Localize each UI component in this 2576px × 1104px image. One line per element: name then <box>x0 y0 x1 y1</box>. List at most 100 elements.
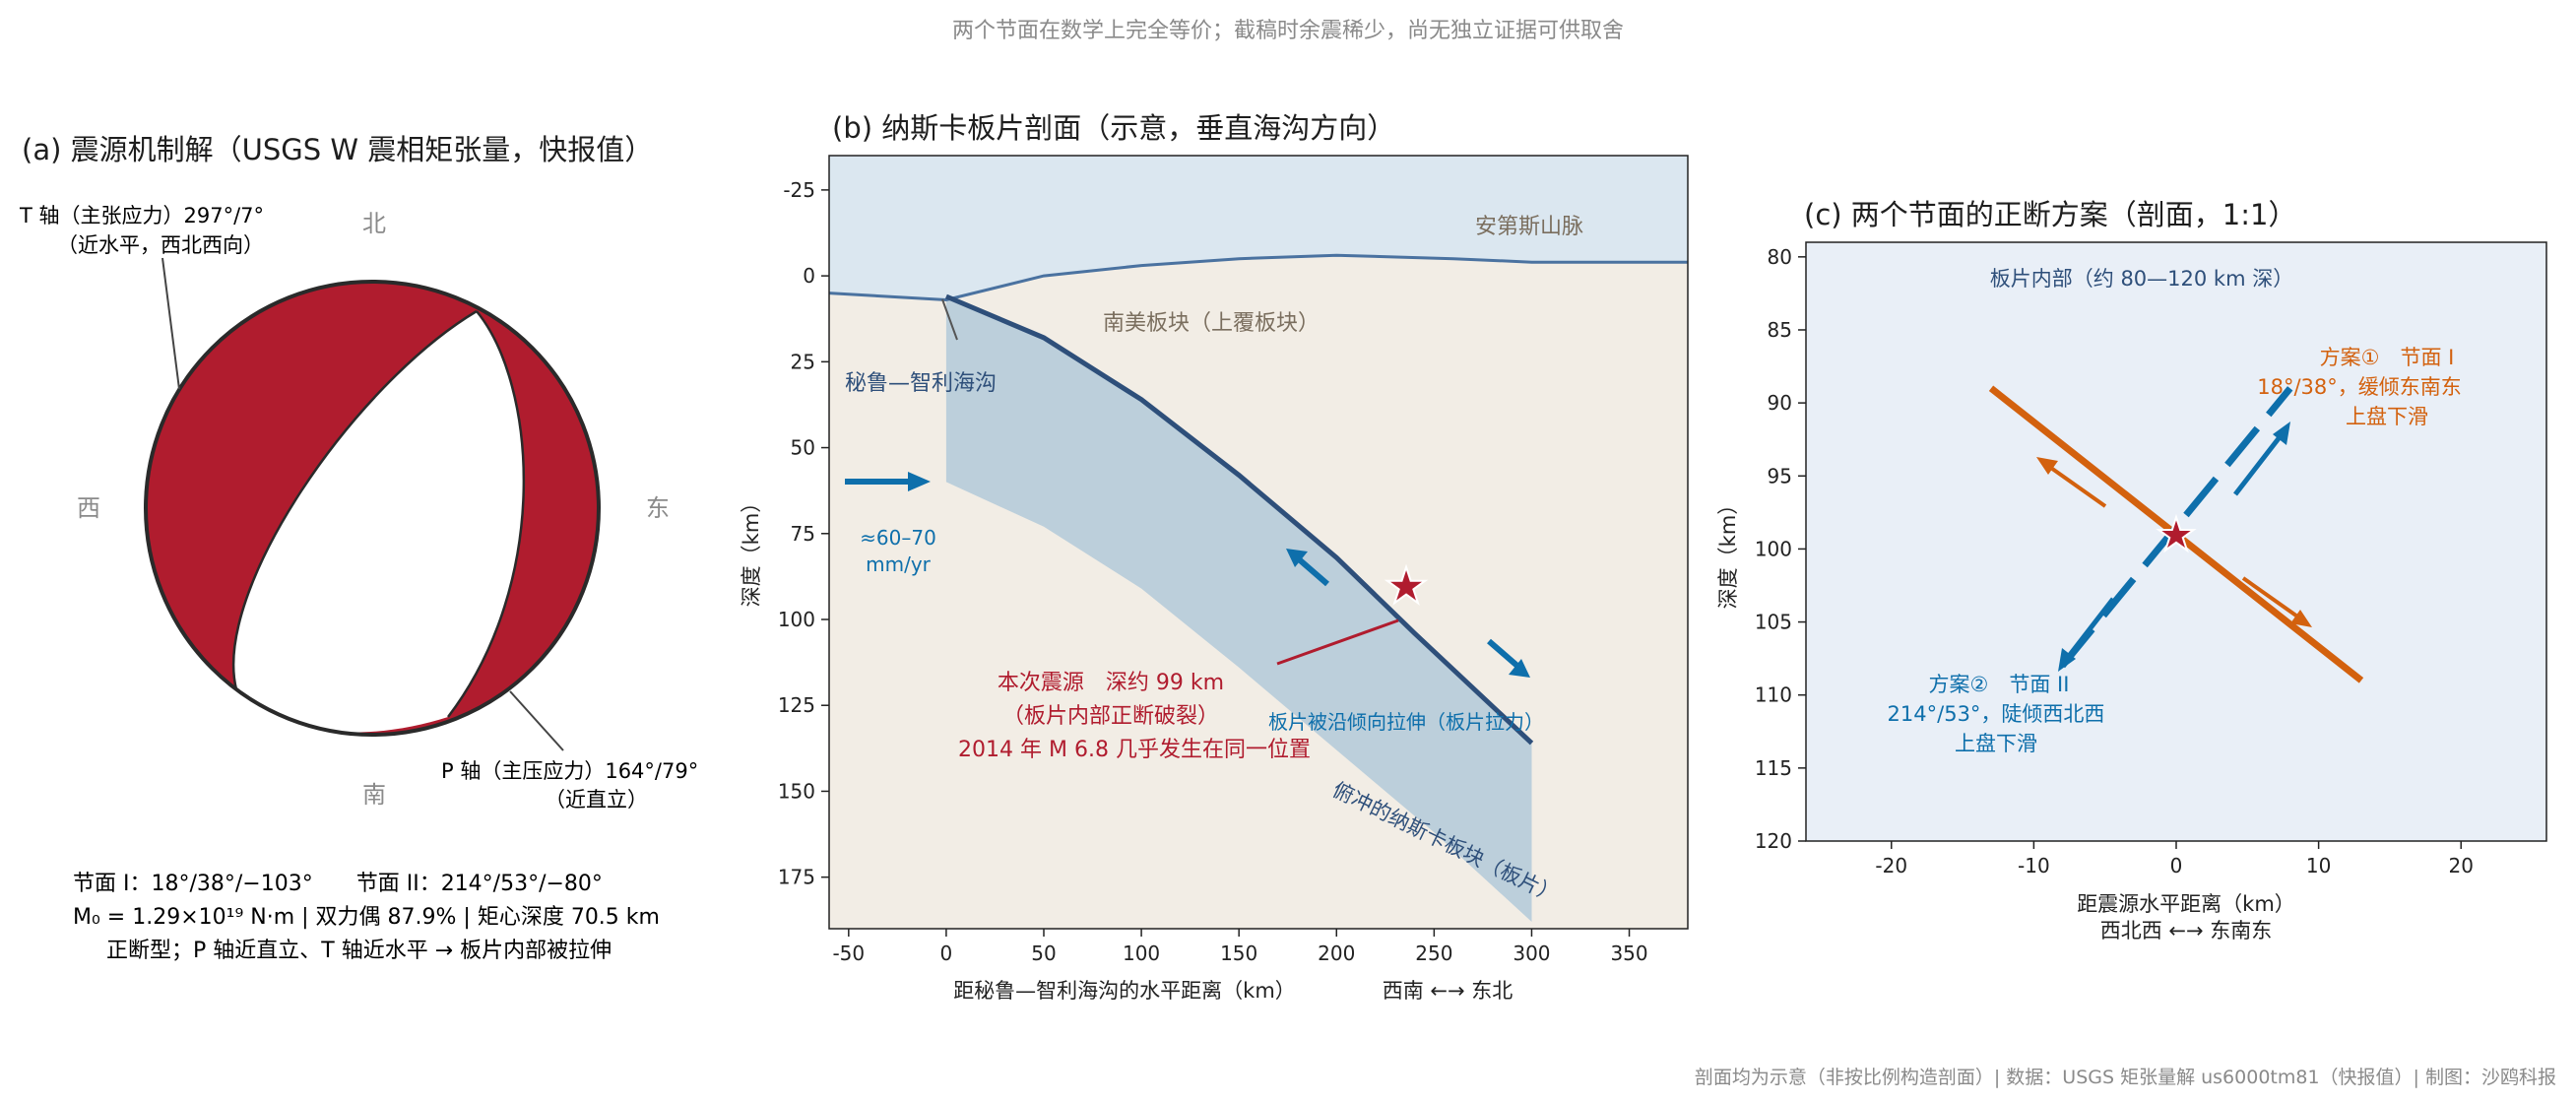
quake-label-2: （板片内部正断破裂） <box>1002 704 1219 729</box>
panel-c-ytick-label: 80 <box>1768 245 1792 269</box>
slab-area <box>945 296 1532 922</box>
nodal-plane-2-line <box>2059 386 2293 669</box>
panel-c-ytick-label: 95 <box>1768 464 1792 487</box>
panel-b-ylabel: 深度（km） <box>740 492 763 608</box>
panel-b-ytick-label: 100 <box>778 608 815 631</box>
plan2-motion: 上盘下滑 <box>1955 732 2037 755</box>
tension-arrow-up-shaft <box>1296 555 1329 587</box>
rate-value: ≈60–70 <box>860 526 936 550</box>
surface-line <box>829 253 1688 302</box>
panel-c-title: (c) 两个节面的正断方案（剖面，1:1） <box>1804 198 2296 231</box>
tension-arrow-up-head <box>1286 549 1308 567</box>
panel-c-ytick-label: 100 <box>1755 537 1792 560</box>
panel-b-xtick-label: 50 <box>1031 942 1056 965</box>
panel-c-direction: 西北西 ←→ 东南东 <box>2100 919 2273 942</box>
plan1-motion: 上盘下滑 <box>2346 405 2428 428</box>
hypocenter-star-c: ★ <box>2156 508 2196 561</box>
t-axis-leader <box>161 257 180 390</box>
p-axis-label: P 轴（主压应力）164°/79° <box>441 759 698 783</box>
plane2-slip-arrow2-shaft <box>2064 597 2115 662</box>
panel-b-xtick-label: -50 <box>832 942 865 965</box>
panel-c-xtick-label: 20 <box>2449 854 2474 877</box>
plane1-slip-arrow2-head <box>2290 610 2312 627</box>
footer-credits: 剖面均为示意（非按比例构造剖面）| 数据：USGS 矩张量解 us6000tm8… <box>1695 1067 2556 1088</box>
compass-north: 北 <box>362 210 386 237</box>
t-axis-sub: （近水平，西北西向） <box>57 233 264 257</box>
beachball-dilatational <box>233 311 524 733</box>
panel-b-xtick-label: 100 <box>1123 942 1160 965</box>
hypocenter-leader <box>1276 618 1399 666</box>
panel-c-background <box>1806 242 2546 841</box>
plan1-label: 方案① 节面 I <box>2320 346 2455 369</box>
nodal-plane-1 <box>447 310 525 718</box>
plane1-slip-arrow2-shaft <box>2241 576 2302 620</box>
tension-arrow-down-shaft <box>1487 638 1520 670</box>
panel-b-ytick-label: 25 <box>791 350 815 373</box>
beachball-outline <box>144 280 601 737</box>
panel-b-title: (b) 纳斯卡板片剖面（示意，垂直海沟方向） <box>832 111 1395 145</box>
panel-c-ytick-label: 90 <box>1768 391 1792 415</box>
panel-b-ytick-label: 0 <box>803 264 815 288</box>
nodal-plane-1-line <box>1988 385 2364 683</box>
plane2-slip-arrow-shaft <box>2233 431 2285 496</box>
panel-b-frame <box>828 155 1689 930</box>
rate-unit: mm/yr <box>866 552 932 576</box>
nodal-planes-info: 节面 I：18°/38°/−103° 节面 II：214°/53°/−80° <box>73 872 603 896</box>
panel-b-x-ticks: -50 0 50 100 150 200 250 300 350 <box>832 929 1648 965</box>
plan2-label: 方案② 节面 II <box>1929 673 2070 696</box>
panel-c-xtick-label: -20 <box>1875 854 1907 877</box>
nodal-plane-2 <box>231 309 478 690</box>
panel-c-ytick-label: 120 <box>1755 829 1792 853</box>
plane2-slip-arrow-head <box>2273 422 2290 445</box>
panel-c-xtick-label: 10 <box>2306 854 2331 877</box>
plane2-slip-arrow2-head <box>2058 648 2076 672</box>
plate-label: 南美板块（上覆板块） <box>1103 311 1320 336</box>
panel-b-ytick-label: 50 <box>791 436 815 460</box>
plane1-slip-arrow-head <box>2036 457 2058 475</box>
tension-arrow-down-head <box>1509 659 1530 678</box>
andes-label: 安第斯山脉 <box>1475 215 1583 239</box>
quake-label-3: 2014 年 M 6.8 几乎发生在同一位置 <box>958 738 1311 762</box>
panel-b-xtick-label: 150 <box>1220 942 1257 965</box>
hypocenter-star: ★ <box>1385 557 1429 615</box>
convergence-arrow-head <box>908 472 931 491</box>
panel-a: (a) 震源机制解（USGS W 震相矩张量，快报值） 北 南 东 西 T 轴（… <box>19 133 698 963</box>
panel-b-y-ticks: -25 0 25 50 75 100 125 150 175 <box>778 178 829 889</box>
panel-c-xlabel: 距震源水平距离（km） <box>2077 892 2295 916</box>
panel-c-ylabel: 深度（km） <box>1716 494 1740 610</box>
panel-c-ytick-label: 115 <box>1755 756 1792 780</box>
panel-b-direction: 西南 ←→ 东北 <box>1383 979 1513 1003</box>
panel-b-xtick-label: 0 <box>940 942 953 965</box>
panel-a-title: (a) 震源机制解（USGS W 震相矩张量，快报值） <box>22 133 653 166</box>
panel-b-ytick-label: 175 <box>778 866 815 889</box>
compass-south: 南 <box>362 781 386 809</box>
panel-c-ytick-label: 110 <box>1755 683 1792 707</box>
panel-c-x-ticks: -20 -10 0 10 20 <box>1875 841 2474 877</box>
mechanism-summary: 正断型；P 轴近直立、T 轴近水平 → 板片内部被拉伸 <box>106 939 612 963</box>
tension-label: 板片被沿倾向拉伸（板片拉力） <box>1268 710 1544 734</box>
panel-b-ytick-label: 150 <box>778 779 815 803</box>
panel-b-ytick-label: 125 <box>778 693 815 717</box>
trench-label: 秘鲁—智利海沟 <box>845 371 997 396</box>
panel-b: (b) 纳斯卡板片剖面（示意，垂直海沟方向） -50 0 50 100 150 200 25… <box>740 111 1689 1003</box>
quake-label-1: 本次震源 深约 99 km <box>998 671 1224 695</box>
compass-east: 东 <box>646 494 670 522</box>
slab-interior-label: 板片内部（约 80—120 km 深） <box>1990 267 2293 291</box>
top-note: 两个节面在数学上完全等价；截稿时余震稀少，尚无独立证据可供取舍 <box>952 19 1624 43</box>
panel-b-xtick-label: 350 <box>1610 942 1647 965</box>
panel-b-xlabel: 距秘鲁—智利海沟的水平距离（km） <box>953 979 1296 1003</box>
p-axis-leader <box>509 690 564 751</box>
panel-b-xtick-label: 250 <box>1415 942 1452 965</box>
t-axis-label: T 轴（主张应力）297°/7° <box>19 204 264 227</box>
plan1-params: 18°/38°，缓倾东南东 <box>2257 375 2462 399</box>
p-axis-sub: （近直立） <box>545 788 648 812</box>
panel-c-xtick-label: 0 <box>2170 854 2183 877</box>
plan2-params: 214°/53°，陡倾西北西 <box>1888 702 2105 726</box>
slab-top-line <box>944 293 1534 746</box>
panel-b-ytick-label: 75 <box>791 522 815 546</box>
trench-leader <box>941 298 958 341</box>
panel-b-xtick-label: 200 <box>1318 942 1355 965</box>
panel-b-ytick-label: -25 <box>783 178 815 202</box>
sky-area <box>829 156 1688 300</box>
